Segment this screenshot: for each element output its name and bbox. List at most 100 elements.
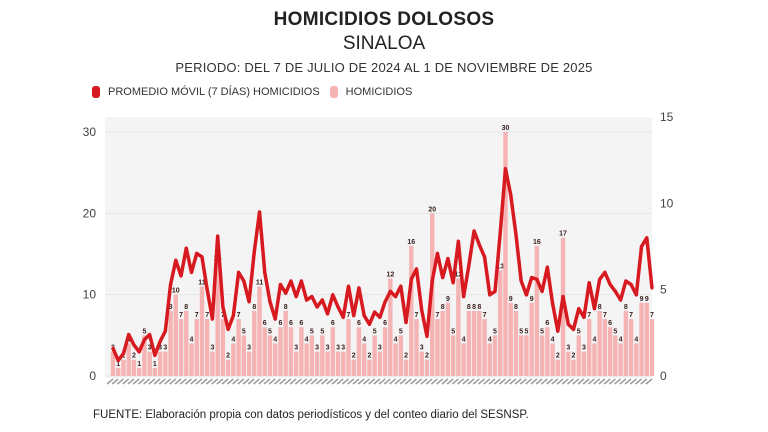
homicides-bar — [142, 335, 147, 376]
moving-average-point — [472, 229, 476, 233]
x-axis-tick — [404, 378, 412, 385]
homicides-bar — [121, 359, 126, 376]
x-axis-tick — [614, 378, 622, 385]
x-axis-tick — [116, 378, 124, 385]
x-axis-tick — [106, 378, 114, 385]
homicides-bar-label: 3 — [420, 345, 424, 352]
moving-average-point — [598, 277, 602, 281]
homicides-bar-label: 7 — [179, 312, 183, 319]
moving-average-point — [137, 350, 141, 354]
homicides-bar-label: 2 — [572, 353, 576, 360]
moving-average-point — [284, 291, 288, 295]
moving-average-point — [299, 279, 303, 283]
homicides-bar — [581, 351, 587, 376]
x-axis-tick — [624, 378, 632, 385]
x-axis-tick — [336, 378, 344, 385]
moving-average-point — [116, 358, 120, 363]
homicides-bar-label: 5 — [540, 328, 544, 335]
homicides-bar-label: 3 — [158, 345, 162, 352]
moving-average-point — [367, 322, 372, 326]
x-axis-tick — [629, 378, 637, 385]
x-axis-tick — [383, 378, 391, 385]
chart-period: PERIODO: DEL 7 DE JULIO DE 2024 AL 1 DE … — [175, 60, 593, 75]
homicides-bar-label: 8 — [624, 304, 628, 311]
x-axis-tick — [216, 378, 224, 385]
homicides-bar — [518, 335, 524, 376]
x-axis-tick — [258, 378, 266, 385]
homicides-bar-label: 1 — [116, 361, 120, 368]
homicides-bar-label: 4 — [551, 336, 555, 343]
homicides-bar — [592, 343, 597, 376]
x-axis-tick — [362, 378, 370, 385]
x-axis-tick — [300, 378, 308, 385]
homicides-bar-label: 9 — [640, 296, 644, 303]
homicides-bar-label: 7 — [221, 312, 225, 319]
homicides-bar — [503, 132, 508, 376]
homicides-bar — [236, 319, 241, 376]
x-axis-tick — [483, 378, 491, 385]
homicides-bar-label: 3 — [582, 345, 586, 352]
homicides-bar-label: 6 — [545, 320, 549, 327]
moving-average-point — [210, 317, 215, 321]
x-axis-tick — [132, 378, 140, 385]
moving-average-point — [236, 270, 241, 274]
homicides-bar — [204, 319, 210, 376]
homicides-bar — [545, 327, 550, 376]
homicides-bar — [189, 343, 194, 376]
moving-average-point — [493, 289, 497, 293]
x-axis-tick — [179, 378, 187, 385]
x-axis-tick — [551, 378, 559, 385]
x-axis-tick — [572, 378, 580, 385]
legend-swatch-moving-average — [92, 86, 100, 98]
x-axis-tick — [237, 378, 245, 385]
x-axis-tick — [279, 378, 287, 385]
homicides-bar-label: 8 — [441, 304, 445, 311]
homicides-bar — [283, 310, 288, 376]
homicides-bar — [424, 359, 430, 376]
homicides-bar-label: 5 — [310, 328, 314, 335]
moving-average-point — [587, 281, 591, 285]
left-axis-tick-label: 20 — [83, 206, 97, 220]
moving-average-point — [200, 255, 204, 259]
x-axis-tick — [593, 378, 601, 385]
x-axis-tick — [467, 378, 475, 385]
homicides-bar-label: 8 — [252, 304, 256, 311]
homicides-bar-label: 8 — [514, 304, 518, 311]
x-axis-tick — [441, 378, 449, 385]
homicides-bar-label: 3 — [148, 345, 152, 352]
homicides-bar-label: 1 — [137, 361, 141, 368]
homicides-bar — [184, 310, 189, 376]
homicides-bar — [194, 319, 199, 376]
moving-average-point — [331, 293, 335, 297]
x-axis-tick — [174, 378, 182, 385]
moving-average-point — [650, 286, 654, 290]
homicides-bar-label: 16 — [407, 239, 415, 246]
homicides-bar-label: 5 — [519, 328, 523, 335]
homicides-bar-label: 5 — [613, 328, 617, 335]
moving-average-point — [514, 232, 518, 237]
legend-label-moving-average: PROMEDIO MÓVIL (7 DÍAS) HOMICIDIOS — [108, 86, 320, 98]
x-axis-tick — [415, 378, 423, 385]
homicides-bar — [524, 335, 529, 376]
moving-average-point — [132, 343, 136, 347]
homicides-bar — [131, 359, 137, 376]
x-axis-tick — [263, 378, 271, 385]
homicides-bar-label: 9 — [509, 296, 513, 303]
moving-average-point — [629, 282, 633, 287]
chart-title: HOMICIDIOS DOLOSOS — [273, 9, 495, 30]
x-axis-tick — [289, 378, 297, 385]
homicides-bar-label: 6 — [608, 320, 612, 327]
homicides-bar — [419, 351, 424, 376]
homicides-bar — [246, 351, 252, 376]
x-axis-tick — [164, 378, 172, 385]
moving-average-point — [414, 267, 419, 271]
homicides-bar — [628, 319, 634, 376]
homicides-bar-label: 12 — [386, 271, 394, 278]
moving-average-point — [467, 263, 471, 268]
homicides-bar-label: 3 — [247, 345, 251, 352]
homicides-bar-label: 4 — [190, 336, 194, 343]
homicides-bar-label: 5 — [242, 328, 246, 335]
homicides-bar-label: 4 — [462, 336, 466, 343]
homicides-bar-label: 8 — [467, 304, 471, 311]
left-axis-tick-label: 30 — [83, 125, 97, 139]
